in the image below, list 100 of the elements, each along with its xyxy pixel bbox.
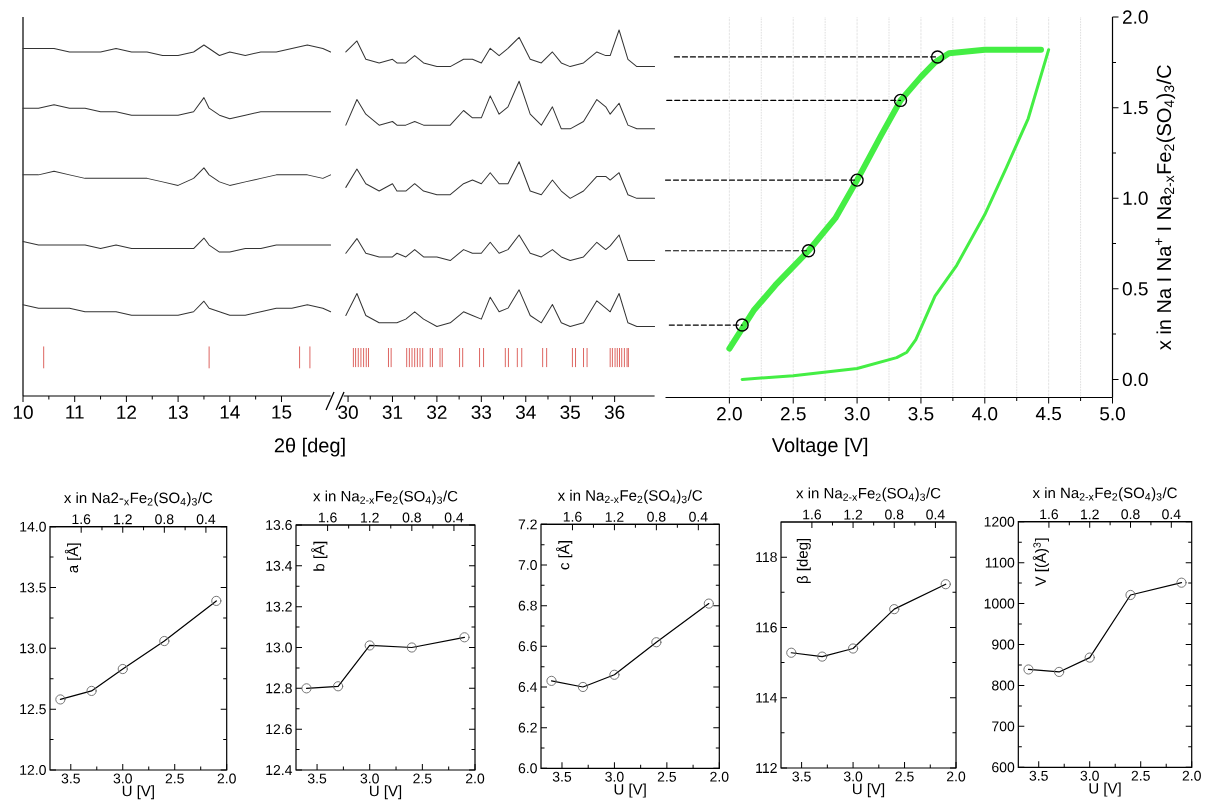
text: x in Na2-$_{x}$Fe$_{2}$(SO$_{4}$)$_{3}$/C (64, 492, 213, 507)
y-tick-label: 6.0 (518, 763, 537, 774)
x-tick-label: 31 (382, 405, 403, 419)
text: x in Na$_{2-x}$Fe$_{2}$(SO$_{4}$)$_{3}$/C (1032, 487, 1177, 502)
y-tick-label: 1.0 (1123, 191, 1148, 205)
x2-tick-label: 0.8 (647, 511, 666, 522)
x-tick-label: 35 (560, 405, 580, 419)
x2-tick-label: 0.4 (1162, 509, 1181, 520)
x-tick-label: 3.5 (307, 773, 327, 784)
x2-tick-label: 0.4 (196, 514, 216, 525)
x-tick-label: 2.0 (710, 771, 729, 782)
y-tick-label: 13.2 (266, 601, 292, 612)
x-tick-label: 4.0 (972, 407, 998, 421)
x-axis-title: U [V] (369, 785, 402, 800)
y-tick-label: 116 (756, 622, 777, 633)
x2-tick-label: 0.8 (155, 514, 174, 525)
y-tick-label: 13.6 (266, 520, 292, 530)
y-tick-label: 1100 (985, 557, 1015, 568)
y-axis-title: a [Å] (64, 543, 82, 573)
x-tick-label: 10 (13, 405, 33, 419)
y-tick-label: 6.6 (518, 641, 537, 652)
x-tick-label: 2.5 (657, 771, 677, 782)
x-tick-label: 32 (427, 405, 447, 419)
x-tick-label: 2.5 (1131, 770, 1150, 781)
y-axis-title: b [Å] (311, 541, 328, 571)
x-tick-label: 2.5 (165, 773, 184, 784)
x2-tick-label: 1.6 (318, 512, 337, 523)
text: x in Na I Na$^{+}$ I Na$_{2-x}$Fe$_{2}$(SO$_{4}$)$_{3}$/C (1155, 65, 1176, 350)
x-tick-label: 2.5 (780, 407, 806, 421)
y-tick-label: 900 (992, 639, 1015, 650)
y-tick-label: 13.0 (266, 642, 292, 653)
x-tick-label: 12 (117, 405, 137, 419)
y-tick-label: 7.2 (518, 519, 537, 530)
y-tick-label: 1200 (984, 516, 1015, 527)
y-axis-title: V [(Å)$^{3}$] (1032, 538, 1049, 587)
text: x in Na$_{2-x}$Fe$_{2}$(SO$_{4}$)$_{3}$/C (313, 490, 458, 505)
y-tick-label: 800 (992, 680, 1015, 691)
x-tick-label: 4.5 (1035, 407, 1062, 421)
y-tick-label: 600 (992, 762, 1015, 773)
x-tick-label: 3.0 (843, 771, 863, 782)
y-tick-label: 118 (756, 552, 777, 563)
x2-tick-label: 1.2 (114, 514, 132, 525)
x-tick-label: 2.0 (465, 773, 485, 784)
x-tick-label: 3.5 (792, 771, 811, 782)
point (735, 318, 749, 332)
x-tick-label: 3.5 (61, 773, 80, 784)
y-tick-label: 1000 (984, 598, 1015, 609)
x-tick-label: 3.0 (844, 407, 870, 421)
x-axis-title: U [V] (122, 785, 154, 800)
x-tick-label: 30 (338, 405, 358, 419)
x2-tick-label: 0.8 (402, 512, 421, 523)
y-tick-label: 6.2 (518, 722, 537, 733)
y-tick-label: 12.4 (266, 765, 293, 775)
y-tick-label: 114 (756, 692, 778, 703)
x-axis-title: 2θ [deg] (274, 437, 345, 457)
x-tick-label: 5.0 (1100, 407, 1125, 421)
x-tick-label: 13 (168, 405, 188, 419)
y-tick-label: 12.8 (266, 683, 292, 694)
x-tick-label: 2.0 (217, 773, 236, 784)
x2-tick-label: 0.8 (1121, 509, 1140, 520)
x-axis-title: U [V] (614, 783, 646, 798)
x2-tick-label: 1.6 (563, 511, 582, 522)
x-axis-title: U [V] (853, 783, 885, 798)
point (850, 173, 864, 187)
y-tick-label: 0.0 (1122, 372, 1148, 387)
y-tick-label: 12.6 (266, 724, 292, 735)
y-tick-label: 12.0 (20, 765, 46, 775)
x2-tick-label: 1.2 (1081, 509, 1099, 520)
y-axis-title: β [deg] (796, 538, 811, 583)
y-axis-title: c [Å] (556, 541, 573, 570)
x2-tick-label: 1.6 (1040, 509, 1059, 520)
x-tick-label: 2.0 (1182, 770, 1201, 781)
y-tick-label: 13.0 (20, 643, 46, 654)
x-tick-label: 33 (471, 405, 492, 419)
x-tick-label: 11 (66, 405, 84, 419)
y-tick-label: 2.0 (1123, 10, 1148, 24)
x-tick-label: 14 (220, 405, 240, 419)
x-tick-label: 2.0 (717, 407, 742, 421)
x-tick-label: 2.0 (946, 771, 966, 782)
y-tick-label: 0.5 (1122, 282, 1148, 296)
text: x in Na$_{2-x}$Fe$_{2}$(SO$_{4}$)$_{3}$/C (557, 489, 703, 504)
x2-tick-label: 1.2 (605, 511, 624, 522)
y-tick-label: 112 (756, 763, 777, 773)
x-tick-label: 36 (604, 405, 625, 419)
x-tick-label: 3.0 (605, 771, 624, 782)
y-tick-label: 7.0 (518, 560, 537, 570)
x-tick-label: 3.5 (1029, 770, 1048, 781)
x2-tick-label: 1.6 (803, 509, 821, 520)
y-tick-label: 14.0 (20, 521, 46, 532)
x-tick-label: 34 (515, 405, 536, 419)
x2-tick-label: 1.2 (844, 509, 863, 520)
y-tick-label: 700 (992, 721, 1015, 732)
x-tick-label: 3.0 (113, 773, 132, 784)
x-tick-label: 3.5 (908, 407, 934, 421)
text: x in Na$_{2-x}$Fe$_{2}$(SO$_{4}$)$_{3}$/C (796, 487, 941, 502)
x-tick-label: 15 (272, 405, 292, 419)
x-axis-title: Voltage [V] (771, 437, 868, 457)
x2-tick-label: 0.4 (444, 512, 464, 523)
x2-tick-label: 0.8 (885, 509, 904, 520)
x2-tick-label: 0.4 (689, 511, 708, 522)
